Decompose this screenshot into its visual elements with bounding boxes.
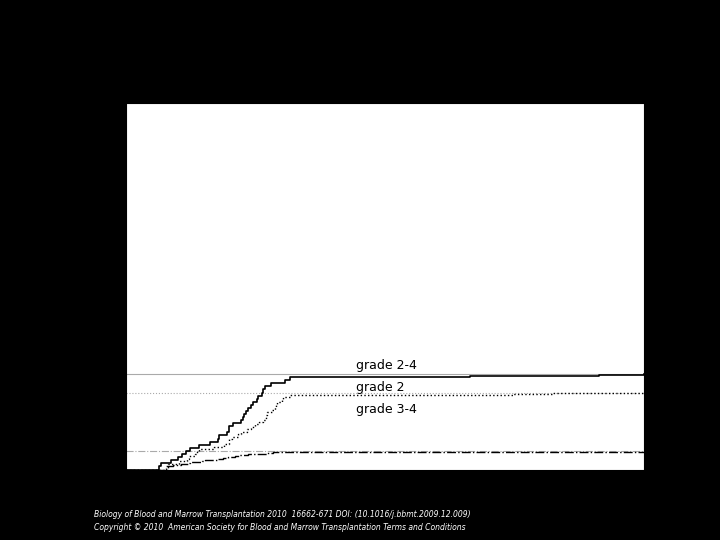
- Text: Figure 1: Figure 1: [332, 38, 388, 52]
- Text: grade 3-4: grade 3-4: [356, 403, 416, 416]
- Text: grade 2-4: grade 2-4: [356, 359, 416, 372]
- Text: grade 2: grade 2: [356, 381, 404, 394]
- Text: 5%: 5%: [647, 403, 667, 416]
- Text: Biology of Blood and Marrow Transplantation 2010  16662-671 DOI: (10.1016/j.bbmt: Biology of Blood and Marrow Transplantat…: [94, 510, 470, 519]
- Y-axis label: Cumulative incidence: Cumulative incidence: [76, 204, 91, 369]
- Text: 21%: 21%: [647, 381, 675, 394]
- Text: Copyright © 2010  American Society for Blood and Marrow Transplantation Terms an: Copyright © 2010 American Society for Bl…: [94, 523, 465, 532]
- Text: 26%: 26%: [647, 359, 675, 372]
- X-axis label: Days: Days: [366, 497, 404, 512]
